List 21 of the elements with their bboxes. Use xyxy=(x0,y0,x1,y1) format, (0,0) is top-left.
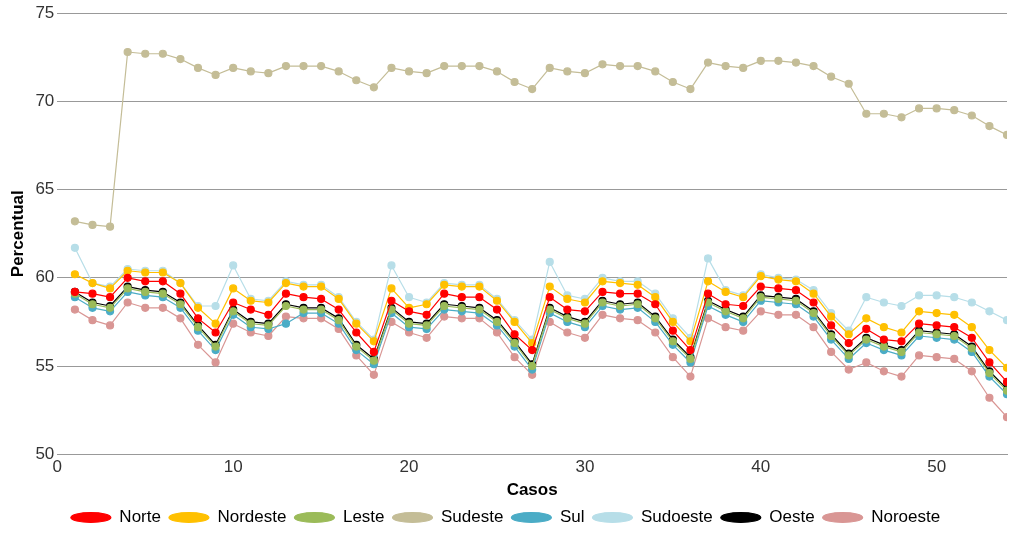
x-tick-label: 20 xyxy=(399,457,419,477)
legend-label: Sul xyxy=(559,507,585,527)
x-tick-label: 40 xyxy=(751,457,771,477)
y-tick-label: 60 xyxy=(35,267,55,287)
x-axis-title: Casos xyxy=(506,480,558,500)
y-axis-title: Percentual xyxy=(7,190,27,278)
legend-label: Norte xyxy=(119,507,161,527)
legend-label: Nordeste xyxy=(217,507,287,527)
x-tick-label: 10 xyxy=(223,457,243,477)
y-tick-label: 65 xyxy=(35,179,55,199)
legend-label: Oeste xyxy=(769,507,815,527)
x-tick-label: 50 xyxy=(927,457,947,477)
legend-label: Sudoeste xyxy=(640,507,713,527)
y-tick-label: 70 xyxy=(35,91,55,111)
y-tick-label: 75 xyxy=(35,2,55,22)
legend-label: Noroeste xyxy=(871,507,941,527)
legend-label: Leste xyxy=(342,507,385,527)
y-tick-label: 55 xyxy=(35,355,55,375)
x-tick-label: 30 xyxy=(575,457,595,477)
x-tick-label: 0 xyxy=(52,457,63,477)
legend-label: Sudeste xyxy=(441,507,504,527)
